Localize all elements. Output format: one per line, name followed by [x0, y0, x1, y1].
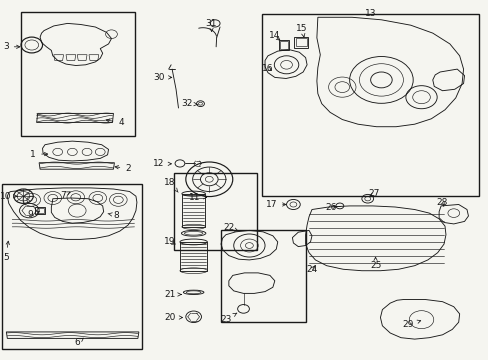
Text: 13: 13	[364, 9, 376, 18]
Text: 31: 31	[205, 19, 217, 32]
Text: 27: 27	[367, 189, 379, 198]
Text: 4: 4	[106, 118, 124, 127]
Text: 19: 19	[164, 238, 176, 246]
Text: 7: 7	[61, 191, 70, 199]
Bar	[173, 173, 256, 250]
Text: 18: 18	[164, 178, 178, 192]
Text: 15: 15	[296, 24, 307, 37]
Text: 20: 20	[164, 313, 182, 322]
Text: 5: 5	[3, 241, 9, 262]
Text: 8: 8	[108, 211, 119, 220]
Text: 10: 10	[0, 192, 17, 201]
Text: 16: 16	[262, 64, 273, 73]
Text: 32: 32	[181, 99, 198, 108]
Text: 28: 28	[436, 198, 447, 207]
Text: 9: 9	[27, 210, 39, 219]
Text: 17: 17	[265, 200, 285, 209]
Bar	[2, 184, 142, 349]
Text: 12: 12	[153, 159, 171, 168]
Bar	[180, 242, 207, 271]
Bar	[278, 40, 289, 50]
Text: 26: 26	[325, 202, 337, 211]
Bar	[182, 194, 205, 227]
Text: 6: 6	[74, 338, 83, 347]
Bar	[37, 208, 43, 213]
Text: 21: 21	[164, 290, 181, 299]
Bar	[294, 37, 307, 48]
Text: 1: 1	[30, 150, 48, 158]
Bar	[280, 41, 287, 49]
Text: 25: 25	[369, 257, 381, 270]
Text: 29: 29	[402, 320, 420, 329]
Text: 2: 2	[115, 164, 131, 173]
Bar	[221, 230, 305, 322]
Text: 3: 3	[3, 42, 20, 51]
Bar	[20, 12, 135, 136]
Text: 30: 30	[153, 73, 171, 82]
Text: 14: 14	[268, 31, 280, 40]
Text: 23: 23	[220, 313, 236, 324]
Text: 11: 11	[188, 193, 206, 202]
Bar	[35, 207, 45, 214]
Bar	[261, 14, 478, 196]
Bar	[295, 38, 306, 46]
Text: 24: 24	[305, 265, 317, 274]
Text: 22: 22	[223, 223, 237, 232]
